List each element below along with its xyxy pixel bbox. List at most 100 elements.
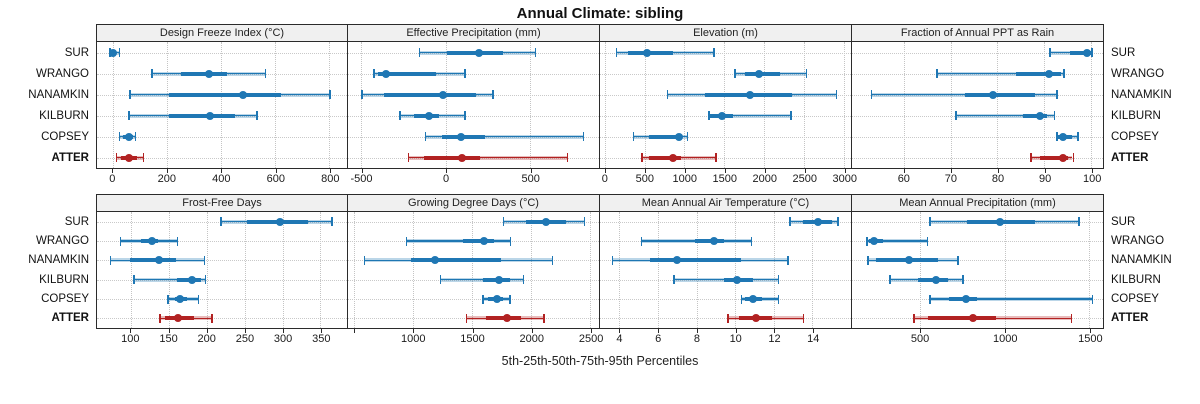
panel-header: Growing Degree Days (°C) bbox=[348, 195, 599, 212]
whisker-cap-right bbox=[1091, 48, 1093, 57]
gridline-vertical bbox=[244, 212, 246, 328]
median-dot bbox=[718, 111, 727, 120]
axis-tick bbox=[658, 329, 660, 333]
axis-tick-label: 60 bbox=[897, 173, 910, 185]
gridline-vertical bbox=[803, 42, 805, 168]
gridline-horizontal bbox=[348, 299, 599, 300]
percentile-band-5-95 bbox=[407, 155, 567, 160]
panel-header: Effective Precipitation (mm) bbox=[348, 25, 599, 42]
panel-axis: -500 0 500 bbox=[348, 169, 600, 191]
gridline-vertical bbox=[1004, 212, 1006, 328]
whisker-cap-right bbox=[203, 255, 206, 265]
median-dot bbox=[988, 90, 997, 99]
median-dot bbox=[238, 90, 247, 99]
axis-tick-label: 500 bbox=[635, 173, 654, 185]
whisker-cap-right bbox=[777, 275, 780, 285]
panel-design-freeze-index-c: Design Freeze Index (°C) 0 200 400 600 800 bbox=[96, 24, 348, 191]
whisker-cap-left bbox=[666, 90, 669, 99]
whisker-cap-left bbox=[399, 111, 401, 120]
percentile-band-5-95 bbox=[1049, 50, 1092, 55]
site-label-nanamkin: NANAMKIN bbox=[1111, 254, 1172, 267]
axis-tick-label: 1000 bbox=[992, 333, 1018, 345]
site-label-copsey: COPSEY bbox=[1111, 292, 1159, 305]
x-axis-label: 5th-25th-50th-75th-95th Percentiles bbox=[501, 354, 699, 368]
gridline-vertical bbox=[684, 42, 686, 168]
axis-tick bbox=[353, 329, 355, 333]
whisker-cap-left bbox=[641, 153, 643, 162]
axis-tick-label: 3000 bbox=[832, 173, 858, 185]
whisker-line bbox=[708, 114, 791, 117]
panel-axis: 1000 1500 2000 2500 bbox=[348, 329, 603, 351]
panel-header: Elevation (m) bbox=[600, 25, 851, 42]
whisker-cap-right bbox=[805, 69, 808, 78]
site-label-copsey: COPSEY bbox=[1111, 130, 1159, 143]
gridline-vertical bbox=[282, 212, 284, 328]
whisker-cap-right bbox=[1063, 69, 1065, 78]
median-dot bbox=[996, 217, 1005, 226]
axis-tick bbox=[735, 329, 737, 333]
site-labels-left: SUR WRANGO NANAMKIN KILBURN COPSEY ATTER bbox=[0, 24, 96, 168]
whisker-cap-left bbox=[424, 132, 427, 141]
gridline-vertical bbox=[812, 212, 814, 328]
whisker-line bbox=[866, 240, 927, 242]
site-labels-right: SUR WRANGO NANAMKIN KILBURN COPSEY ATTER bbox=[1104, 24, 1200, 168]
percentile-band-5-95 bbox=[405, 239, 510, 243]
whisker-cap-left bbox=[167, 294, 169, 304]
axis-tick bbox=[112, 169, 114, 173]
axis-tick-label: 1500 bbox=[460, 333, 485, 345]
site-label-atter: ATTER bbox=[1111, 151, 1149, 164]
whisker-cap-left bbox=[913, 313, 915, 323]
percentile-band-25-75 bbox=[462, 239, 494, 243]
gridline-vertical bbox=[590, 212, 592, 328]
whisker-cap-left bbox=[632, 132, 635, 141]
whisker-cap-right bbox=[509, 294, 511, 304]
gridline-vertical bbox=[950, 42, 952, 168]
whisker-line bbox=[870, 93, 1057, 96]
panel-header: Mean Annual Precipitation (mm) bbox=[852, 195, 1103, 212]
median-dot bbox=[673, 256, 682, 265]
whisker-line bbox=[133, 278, 205, 281]
whisker-cap-right bbox=[331, 217, 333, 227]
median-dot bbox=[424, 111, 433, 120]
panel-header: Mean Annual Air Temperature (°C) bbox=[600, 195, 851, 212]
median-dot bbox=[904, 256, 913, 265]
whisker-cap-right bbox=[492, 90, 494, 99]
panel-fraction-of-annual-ppt-as-rain: Fraction of Annual PPT as Rain 60 70 80 90 10… bbox=[851, 24, 1104, 191]
panel-header: Frost-Free Days bbox=[97, 195, 347, 212]
whisker-cap-left bbox=[373, 69, 375, 78]
site-label-nanamkin: NANAMKIN bbox=[1111, 88, 1172, 101]
gridline-vertical bbox=[1089, 212, 1091, 328]
whisker-cap-right bbox=[464, 69, 466, 78]
whisker-cap-left bbox=[866, 236, 868, 246]
gridline-horizontal bbox=[97, 52, 347, 54]
whisker-cap-left bbox=[936, 69, 938, 78]
gridline-vertical bbox=[843, 42, 845, 168]
site-label-nanamkin: NANAMKIN bbox=[28, 88, 89, 101]
whisker-cap-left bbox=[118, 132, 121, 141]
whisker-cap-left bbox=[889, 275, 891, 285]
gridline-vertical bbox=[361, 42, 363, 168]
median-dot bbox=[125, 132, 134, 141]
site-label-atter: ATTER bbox=[51, 151, 89, 164]
whisker-cap-left bbox=[465, 313, 468, 323]
axis-tick bbox=[206, 329, 208, 333]
whisker-cap-right bbox=[197, 294, 200, 304]
whisker-cap-right bbox=[583, 217, 586, 227]
percentile-band-25-75 bbox=[1070, 50, 1092, 55]
median-dot bbox=[457, 153, 466, 162]
gridline-vertical bbox=[275, 42, 277, 168]
gridline-vertical bbox=[320, 212, 322, 328]
gridline-vertical bbox=[604, 42, 606, 168]
axis-tick bbox=[950, 169, 952, 173]
whisker-cap-left bbox=[159, 313, 161, 323]
whisker-cap-right bbox=[837, 217, 839, 227]
whisker-cap-right bbox=[802, 313, 805, 323]
median-dot bbox=[1059, 132, 1068, 141]
gridline-horizontal bbox=[852, 52, 1103, 54]
axis-tick-label: 1000 bbox=[672, 173, 698, 185]
median-dot bbox=[109, 48, 118, 57]
gridline-vertical bbox=[353, 212, 355, 328]
panels-1: Design Freeze Index (°C) 0 200 400 600 800 Eff… bbox=[96, 24, 1104, 191]
gridline-vertical bbox=[167, 42, 169, 168]
whisker-cap-left bbox=[867, 255, 869, 265]
